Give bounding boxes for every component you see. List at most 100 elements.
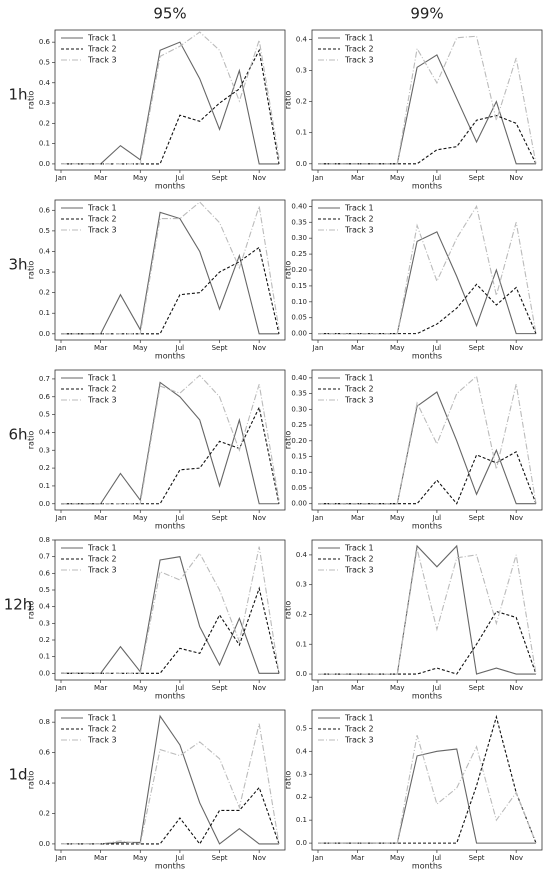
x-tick-label: Sept <box>469 684 485 692</box>
legend-label: Track 3 <box>344 56 374 65</box>
x-tick-label: Jul <box>432 514 442 522</box>
y-tick-label: 0.8 <box>39 536 50 544</box>
y-tick-label: 0.2 <box>39 464 50 472</box>
y-tick-label: 0.3 <box>39 446 50 454</box>
series-line <box>61 31 280 165</box>
y-tick-label: 0.3 <box>39 99 50 107</box>
y-tick-label: 0.4 <box>39 428 51 436</box>
y-tick-label: 0.3 <box>39 619 50 627</box>
x-tick-label: May <box>390 344 404 352</box>
legend-label: Track 1 <box>87 544 117 553</box>
x-tick-label: May <box>390 684 404 692</box>
x-tick-label: Mar <box>351 854 364 862</box>
x-tick-label: Nov <box>252 174 266 182</box>
y-tick-label: 0.5 <box>39 411 50 419</box>
y-tick-label: 0.35 <box>291 390 307 398</box>
y-tick-label: 0.3 <box>39 268 50 276</box>
x-tick-label: Sept <box>469 174 485 182</box>
y-tick-label: 0.1 <box>296 640 307 648</box>
series-line <box>318 735 537 844</box>
column-header: 99% <box>410 5 443 23</box>
x-tick-label: Jan <box>312 854 324 862</box>
y-tick-label: 0.0 <box>39 840 50 848</box>
series-line <box>61 374 280 505</box>
x-tick-label: Jul <box>432 854 442 862</box>
y-tick-label: 0.25 <box>291 250 307 258</box>
y-tick-label: 0.00 <box>291 330 307 338</box>
y-tick-label: 0.1 <box>296 129 307 137</box>
y-tick-label: 0.4 <box>39 603 51 611</box>
legend-label: Track 3 <box>87 226 117 235</box>
y-tick-label: 0.0 <box>39 500 50 508</box>
plot-frame <box>311 709 543 851</box>
x-tick-label: Nov <box>252 854 266 862</box>
legend-label: Track 2 <box>344 725 374 734</box>
y-tick-label: 0.0 <box>39 330 50 338</box>
row-label: 6h <box>8 426 27 444</box>
row-label: 12h <box>4 596 33 614</box>
row-label: 1h <box>8 86 27 104</box>
series-line <box>61 546 280 674</box>
series-line <box>61 201 280 335</box>
y-tick-label: 0.6 <box>39 569 51 577</box>
y-tick-label: 0.1 <box>39 309 50 317</box>
y-tick-label: 0.15 <box>291 282 307 290</box>
x-tick-label: Mar <box>94 344 107 352</box>
y-tick-label: 0.4 <box>39 79 51 87</box>
x-tick-label: Jul <box>432 344 442 352</box>
y-tick-label: 0.1 <box>39 140 50 148</box>
series-line <box>61 723 280 845</box>
x-tick-label: May <box>390 854 404 862</box>
x-tick-label: Jan <box>312 684 324 692</box>
x-axis-label: months <box>412 522 442 531</box>
legend-label: Track 1 <box>344 544 374 553</box>
x-tick-label: Jul <box>432 174 442 182</box>
x-tick-label: Nov <box>509 174 523 182</box>
y-tick-label: 0.8 <box>39 718 50 726</box>
x-tick-label: Mar <box>94 514 107 522</box>
x-tick-label: Nov <box>509 344 523 352</box>
legend-label: Track 1 <box>87 34 117 43</box>
plot-frame <box>311 29 543 171</box>
x-tick-label: Nov <box>252 514 266 522</box>
legend-label: Track 2 <box>344 215 374 224</box>
legend-label: Track 2 <box>87 45 117 54</box>
y-tick-label: 0.2 <box>296 98 307 106</box>
y-tick-label: 0.35 <box>291 218 307 226</box>
x-tick-label: Jul <box>175 344 185 352</box>
legend-label: Track 1 <box>344 34 374 43</box>
series-line <box>318 375 537 505</box>
legend-label: Track 3 <box>87 566 117 575</box>
series-line <box>318 35 537 165</box>
y-tick-label: 0.2 <box>296 793 307 801</box>
x-tick-label: Jan <box>55 684 67 692</box>
x-tick-label: Sept <box>469 344 485 352</box>
x-tick-label: Jan <box>55 854 67 862</box>
x-tick-label: May <box>133 344 147 352</box>
y-tick-label: 0.30 <box>291 234 307 242</box>
y-tick-label: 0.3 <box>296 66 307 74</box>
y-axis-label: ratio <box>284 431 293 450</box>
x-tick-label: May <box>133 684 147 692</box>
legend-label: Track 3 <box>344 226 374 235</box>
y-tick-label: 0.1 <box>39 482 50 490</box>
row-label: 3h <box>8 256 27 274</box>
legend-label: Track 1 <box>87 204 117 213</box>
y-axis-label: ratio <box>284 601 293 620</box>
x-tick-label: Jul <box>175 514 185 522</box>
y-tick-label: 0.6 <box>39 206 51 214</box>
x-tick-label: Sept <box>212 344 228 352</box>
x-tick-label: Mar <box>351 514 364 522</box>
column-header: 95% <box>153 5 186 23</box>
y-tick-label: 0.15 <box>291 453 307 461</box>
y-tick-label: 0.3 <box>296 770 307 778</box>
x-tick-label: May <box>133 174 147 182</box>
y-tick-label: 0.0 <box>296 670 307 678</box>
x-axis-label: months <box>155 352 185 361</box>
y-tick-label: 0.2 <box>39 289 50 297</box>
x-tick-label: Jan <box>312 174 324 182</box>
y-axis-label: ratio <box>27 771 36 790</box>
y-tick-label: 0.20 <box>291 266 307 274</box>
